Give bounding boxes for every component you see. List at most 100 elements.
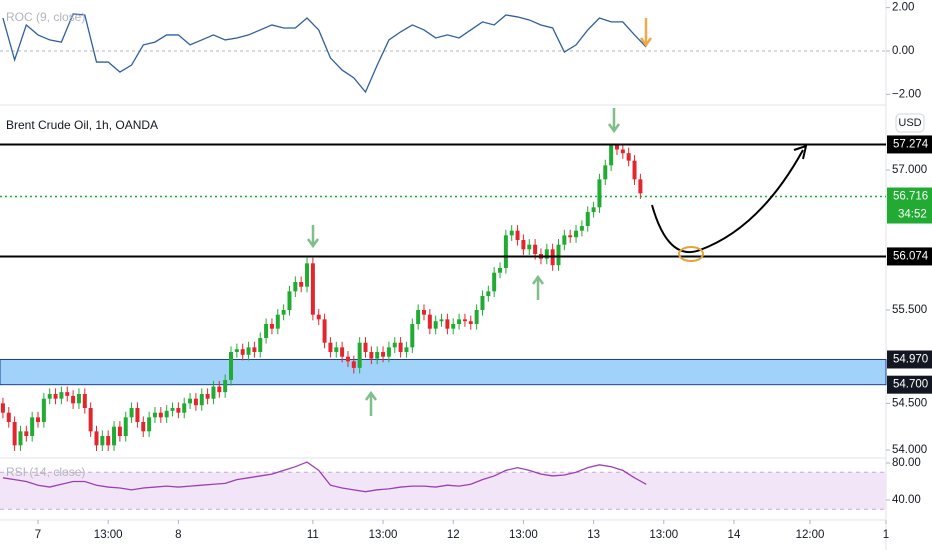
countdown: 34:52 (898, 209, 927, 221)
candle-body (275, 314, 280, 329)
indicator-line (2, 461, 647, 493)
signal-arrows (306, 108, 621, 416)
candle-body (322, 319, 327, 343)
candle-body (316, 314, 321, 320)
candle-body (65, 392, 70, 396)
candle-body (574, 230, 579, 238)
candle-body (112, 426, 117, 446)
up-arrow (364, 390, 378, 416)
candle-body (223, 380, 228, 393)
candle-body (591, 207, 596, 213)
candle-body (334, 347, 339, 353)
x-tick-label: 12 (447, 529, 460, 541)
candle-body (106, 436, 111, 446)
candle-body (30, 417, 35, 437)
x-tick-label: 13:00 (94, 529, 123, 541)
candle-body (375, 352, 380, 359)
candle-body (158, 412, 163, 418)
candle-body (556, 244, 561, 266)
price-label-box (887, 247, 932, 266)
candle-body (457, 319, 462, 325)
zone (0, 358, 887, 386)
x-tick-label: 8 (175, 529, 181, 541)
candle-body (486, 291, 491, 297)
price-label: 56.716 (893, 191, 928, 203)
y-tick-label: 40.00 (892, 494, 921, 506)
candle-body (211, 386, 216, 399)
candle-body (527, 244, 532, 250)
candle-body (614, 144, 619, 150)
candle-body (234, 349, 239, 353)
candle-body (170, 408, 175, 411)
candle-body (521, 240, 526, 250)
candle-body (305, 263, 310, 287)
candle-body (36, 417, 41, 423)
candle-body (246, 347, 251, 355)
y-tick-label: 54.000 (892, 444, 927, 456)
candle-body (47, 394, 52, 399)
candle-body (392, 342, 397, 348)
candle-body (498, 268, 503, 273)
candle-body (264, 324, 269, 339)
currency[interactable]: USD (898, 117, 921, 129)
currency-box[interactable] (895, 113, 925, 133)
price-label: 54.970 (893, 354, 928, 366)
indicator-title: ROC (9, close) (6, 10, 85, 24)
chart-title: Brent Crude Oil, 1h, OANDA (6, 118, 158, 132)
x-tick-label: 13:00 (509, 529, 538, 541)
candle-body (0, 403, 5, 413)
candle-body (462, 319, 467, 322)
candle-body (217, 386, 222, 393)
candle-body (398, 342, 403, 353)
price-label-box (887, 135, 932, 154)
price-label-box (887, 187, 932, 224)
candle-body (287, 291, 292, 311)
candle-body (252, 347, 257, 353)
candle-body (597, 179, 602, 208)
candle-body (76, 394, 81, 404)
candle-body (603, 165, 608, 180)
x-tick-label: 13 (587, 529, 600, 541)
candle-body (340, 347, 345, 357)
indicator-band (0, 472, 886, 510)
candle-body (12, 422, 17, 446)
candle-body (439, 319, 444, 322)
candle-body (269, 324, 274, 329)
candle-body (310, 263, 315, 315)
candle-body (609, 144, 614, 166)
down-arrow (639, 18, 653, 48)
down-arrow (306, 225, 320, 249)
candle-body (328, 342, 333, 353)
candle-body (152, 412, 157, 418)
highlight-ellipse (678, 246, 704, 262)
candle-body (585, 212, 590, 227)
price-label: 54.700 (893, 379, 928, 391)
candle-body (129, 408, 134, 418)
candle-body (41, 398, 46, 423)
candle-body (193, 398, 198, 406)
x-tick-label: 14 (728, 529, 741, 541)
candle-body (293, 282, 298, 292)
candle-body (638, 179, 643, 194)
candle-body (281, 310, 286, 315)
candle-body (381, 352, 386, 357)
y-tick-label: 2.00 (892, 2, 914, 14)
forecast-curve (651, 149, 804, 254)
candle-body (351, 361, 356, 368)
up-arrow (531, 274, 545, 300)
candle-body (299, 282, 304, 287)
candle-body (404, 347, 409, 353)
candle-body (363, 342, 368, 353)
indicator-line (2, 13, 647, 94)
candle-body (164, 410, 169, 418)
y-tick-label: 55.500 (892, 304, 927, 316)
candle-body (6, 412, 11, 423)
x-tick-label: 7 (35, 529, 41, 541)
candle-body (451, 324, 456, 329)
candle-body (562, 235, 567, 245)
y-tick-label: −2.00 (892, 88, 921, 100)
x-tick-label: 11 (307, 529, 319, 541)
candle-body (515, 230, 520, 241)
candle-body (94, 431, 99, 446)
